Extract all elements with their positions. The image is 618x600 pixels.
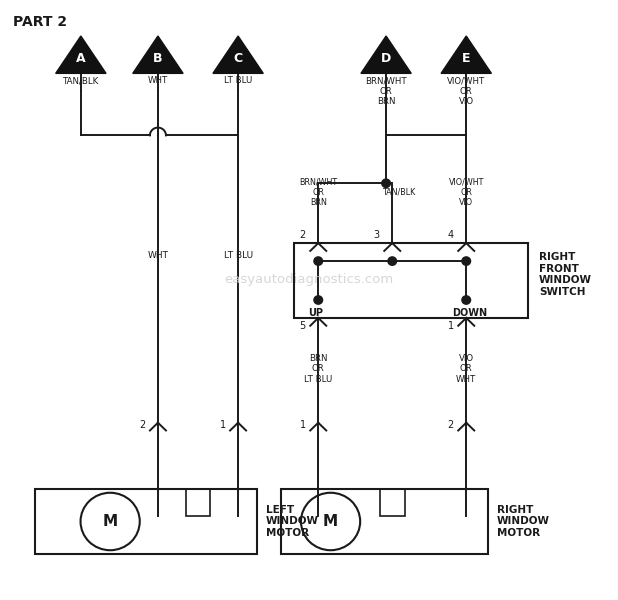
Text: D: D (381, 52, 391, 65)
Text: LT BLU: LT BLU (224, 76, 252, 85)
Circle shape (382, 179, 391, 187)
Text: TAN/BLK: TAN/BLK (63, 76, 99, 85)
Text: LT BLU: LT BLU (224, 251, 253, 260)
Circle shape (314, 296, 323, 304)
Text: RIGHT
WINDOW
MOTOR: RIGHT WINDOW MOTOR (497, 505, 550, 538)
Bar (294, 243, 528, 318)
Text: 5: 5 (300, 321, 306, 331)
Text: VIO/WHT
OR
VIO: VIO/WHT OR VIO (449, 178, 484, 207)
Text: 1: 1 (300, 420, 306, 430)
Text: 4: 4 (448, 230, 454, 240)
Text: M: M (323, 514, 338, 529)
Text: 1: 1 (448, 321, 454, 331)
Circle shape (462, 296, 470, 304)
Text: A: A (76, 52, 86, 65)
Polygon shape (213, 36, 263, 73)
Text: VIO/WHT
OR
VIO: VIO/WHT OR VIO (447, 76, 485, 106)
Bar (35, 488, 256, 554)
Text: B: B (153, 52, 163, 65)
Text: E: E (462, 52, 470, 65)
Text: 2: 2 (447, 420, 454, 430)
Text: C: C (234, 52, 243, 65)
Text: DOWN: DOWN (452, 308, 487, 318)
Text: RIGHT
FRONT
WINDOW
SWITCH: RIGHT FRONT WINDOW SWITCH (539, 252, 592, 297)
Text: WHT: WHT (148, 76, 168, 85)
Text: LEFT
WINDOW
MOTOR: LEFT WINDOW MOTOR (266, 505, 319, 538)
Text: BRN/WHT
OR
BRN: BRN/WHT OR BRN (365, 76, 407, 106)
Polygon shape (133, 36, 183, 73)
Text: 1: 1 (219, 420, 226, 430)
Text: TAN/BLK: TAN/BLK (382, 188, 415, 197)
Text: BRN/WHT
OR
BRN: BRN/WHT OR BRN (299, 178, 337, 207)
Bar (380, 488, 405, 515)
Text: 3: 3 (374, 230, 380, 240)
Text: VIO
OR
WHT: VIO OR WHT (456, 354, 476, 384)
Circle shape (388, 257, 397, 265)
Polygon shape (441, 36, 491, 73)
Bar (281, 488, 488, 554)
Polygon shape (56, 36, 106, 73)
Text: BRN
OR
LT BLU: BRN OR LT BLU (304, 354, 332, 384)
Text: PART 2: PART 2 (13, 14, 67, 29)
Circle shape (462, 257, 470, 265)
Circle shape (314, 257, 323, 265)
Text: 2: 2 (139, 420, 146, 430)
Text: M: M (103, 514, 117, 529)
Polygon shape (361, 36, 411, 73)
Text: 2: 2 (300, 230, 306, 240)
Text: WHT: WHT (148, 251, 169, 260)
Bar (185, 488, 210, 515)
Text: UP: UP (308, 308, 323, 318)
Text: easyautodiagnostics.com: easyautodiagnostics.com (224, 272, 394, 286)
